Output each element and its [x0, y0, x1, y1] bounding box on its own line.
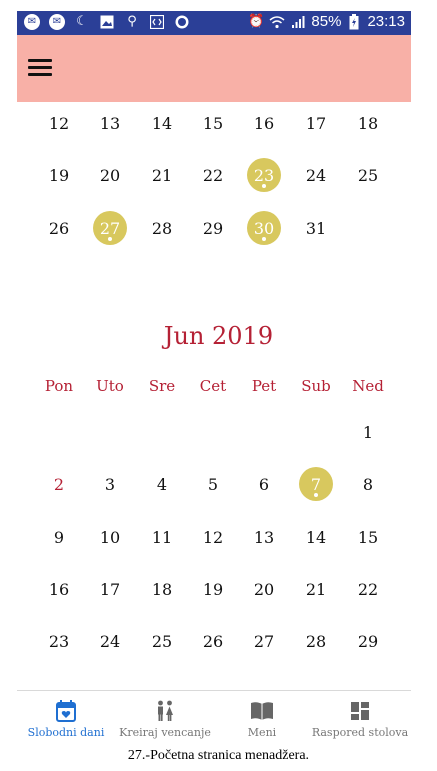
weekday-header: Ned [352, 377, 384, 395]
calendar-day[interactable]: 10 [99, 527, 121, 547]
calendar-day[interactable]: 18 [357, 113, 379, 133]
hamburger-icon[interactable] [28, 59, 52, 77]
calendar-day[interactable]: 12 [48, 113, 70, 133]
calendar-day[interactable]: 28 [305, 631, 327, 651]
image-icon [99, 14, 115, 30]
calendar-day[interactable]: 1 [362, 422, 374, 442]
calendar-day[interactable]: 9 [53, 527, 65, 547]
messenger-icon: ✉ [24, 14, 40, 30]
calendar-day[interactable]: 7 [299, 467, 333, 501]
couple-icon [155, 700, 175, 722]
calendar-day[interactable]: 26 [48, 218, 70, 238]
calendar-day[interactable]: 4 [156, 474, 168, 494]
weekday-header: Pet [251, 377, 277, 395]
calendar-day[interactable]: 23 [48, 631, 70, 651]
calendar-day[interactable]: 13 [99, 113, 121, 133]
dashboard-icon [350, 700, 370, 722]
calendar-day[interactable]: 17 [305, 113, 327, 133]
battery-percent: 85% [311, 13, 342, 30]
nav-raspored-stolova[interactable]: Raspored stolova [309, 691, 411, 747]
nav-label: Kreiraj vencanje [119, 726, 211, 739]
status-right: ⏰ 85% 23:13 [248, 13, 405, 30]
calendar-day[interactable]: 23 [247, 158, 281, 192]
calendar-day[interactable]: 21 [305, 579, 327, 599]
battery-icon [346, 13, 362, 30]
calendar-day[interactable]: 11 [151, 527, 173, 547]
calendar-day[interactable]: 13 [253, 527, 275, 547]
nav-label: Raspored stolova [311, 726, 409, 739]
moon-icon: ☾ [76, 14, 88, 29]
calendar-day[interactable]: 16 [253, 113, 275, 133]
weekday-header: Uto [96, 377, 124, 395]
status-bar: ✉ ✉ ☾ ⚲ ⏰ 85% 23:13 [17, 11, 411, 35]
calendar-day[interactable]: 12 [202, 527, 224, 547]
calendar-day[interactable]: 3 [104, 474, 116, 494]
weekday-header: Sub [301, 377, 331, 395]
weekday-header: Cet [199, 377, 227, 395]
calendar-day[interactable]: 18 [151, 579, 173, 599]
wifi-icon [269, 14, 285, 30]
calendar-day[interactable]: 14 [151, 113, 173, 133]
app-bar [17, 35, 411, 102]
calendar-day[interactable]: 5 [207, 474, 219, 494]
nav-slobodni-dani[interactable]: Slobodni dani [17, 691, 115, 747]
nav-label: Meni [247, 726, 277, 739]
calendar-day[interactable]: 15 [202, 113, 224, 133]
calendar-day[interactable]: 8 [362, 474, 374, 494]
calendar-day[interactable]: 6 [258, 474, 270, 494]
nav-meni[interactable]: Meni [215, 691, 309, 747]
calendar-day[interactable]: 24 [305, 165, 327, 185]
calendar-day[interactable]: 25 [151, 631, 173, 651]
signal-icon [290, 14, 306, 30]
code-icon [149, 14, 165, 30]
weekday-header: Pon [44, 377, 74, 395]
clock: 23:13 [367, 13, 405, 30]
calendar-day[interactable]: 16 [48, 579, 70, 599]
calendar-day[interactable]: 28 [151, 218, 173, 238]
status-left-icons: ✉ ✉ ☾ ⚲ [24, 14, 190, 30]
usb-icon: ⚲ [127, 14, 137, 29]
calendar-day[interactable]: 31 [305, 218, 327, 238]
calendar-day[interactable]: 19 [48, 165, 70, 185]
calendar-day[interactable]: 27 [253, 631, 275, 651]
calendar-day[interactable]: 14 [305, 527, 327, 547]
alarm-icon: ⏰ [248, 13, 265, 29]
calendar-day[interactable]: 17 [99, 579, 121, 599]
calendar-day[interactable]: 21 [151, 165, 173, 185]
calendar-day[interactable]: 22 [202, 165, 224, 185]
nav-label: Slobodni dani [27, 726, 105, 739]
month-title: Jun 2019 [163, 322, 274, 350]
calendar-day[interactable]: 30 [247, 211, 281, 245]
book-icon [250, 700, 274, 722]
calendar-day[interactable]: 29 [202, 218, 224, 238]
calendar-day[interactable]: 20 [253, 579, 275, 599]
calendar-day[interactable]: 2 [53, 474, 65, 494]
calendar-day[interactable]: 24 [99, 631, 121, 651]
calendar-heart-icon [56, 700, 76, 722]
figure-caption: 27.-Početna stranica menadžera. [127, 748, 310, 763]
circle-icon [174, 14, 190, 30]
calendar-day[interactable]: 20 [99, 165, 121, 185]
messenger-icon: ✉ [49, 14, 65, 30]
calendar-day[interactable]: 26 [202, 631, 224, 651]
calendar-day[interactable]: 29 [357, 631, 379, 651]
calendar-day[interactable]: 27 [93, 211, 127, 245]
calendar-day[interactable]: 15 [357, 527, 379, 547]
calendar-day[interactable]: 25 [357, 165, 379, 185]
calendar-day[interactable]: 19 [202, 579, 224, 599]
bottom-navigation: Slobodni dani Kreiraj vencanje Meni Rasp… [17, 690, 411, 746]
nav-kreiraj-vencanje[interactable]: Kreiraj vencanje [115, 691, 215, 747]
calendar-day[interactable]: 22 [357, 579, 379, 599]
weekday-header: Sre [148, 377, 176, 395]
